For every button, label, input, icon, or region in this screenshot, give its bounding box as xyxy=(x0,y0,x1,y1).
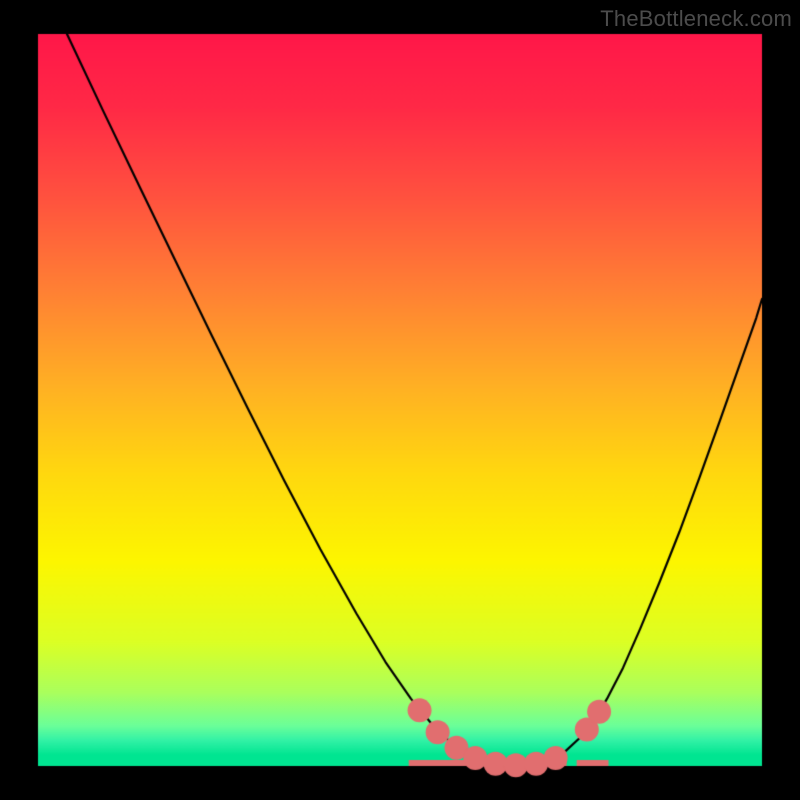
bottleneck-curve-chart xyxy=(0,0,800,800)
chart-frame: TheBottleneck.com xyxy=(0,0,800,800)
